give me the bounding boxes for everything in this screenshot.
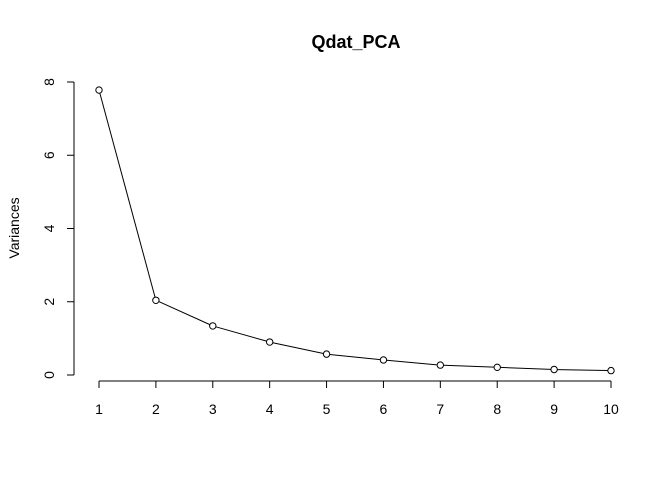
series-line-segment (215, 326, 267, 342)
x-tick-label: 8 (493, 401, 501, 417)
data-point (209, 322, 217, 330)
data-point (607, 366, 615, 375)
series-line-segment (329, 353, 381, 361)
data-point (322, 350, 331, 358)
series-line-segment (443, 364, 495, 368)
series-line-segment (386, 359, 438, 366)
chart-title: Qdat_PCA (311, 32, 400, 52)
data-point (550, 365, 558, 374)
y-tick-label: 4 (41, 224, 57, 232)
data-point (493, 363, 501, 372)
series-line-segment (158, 301, 211, 326)
data-point (436, 361, 445, 369)
x-tick-label: 4 (266, 401, 274, 417)
series-variances (95, 86, 615, 375)
data-point (152, 296, 160, 304)
x-tick-label: 1 (95, 401, 103, 417)
series-line-segment (557, 369, 608, 372)
y-tick-label: 8 (41, 78, 57, 86)
x-tick-label: 2 (152, 401, 160, 417)
x-tick-label: 3 (209, 401, 217, 417)
y-tick-label: 6 (41, 151, 57, 159)
series-line-segment (500, 366, 551, 370)
axes: 1 2 3 4 5 6 7 8 9 10 0 2 4 6 8 (41, 78, 619, 417)
data-point (265, 338, 274, 346)
data-point (95, 86, 103, 94)
x-tick-label: 7 (436, 401, 444, 417)
series-line-segment (272, 342, 324, 354)
x-tick-label: 6 (380, 401, 388, 417)
y-tick-label: 0 (41, 371, 57, 379)
x-tick-label: 10 (603, 401, 619, 417)
data-point (379, 356, 388, 364)
x-tick-label: 5 (323, 401, 331, 417)
y-axis-label: Variances (6, 197, 22, 258)
series-line-segment (99, 93, 156, 298)
x-tick-label: 9 (550, 401, 558, 417)
y-tick-label: 2 (41, 298, 57, 306)
